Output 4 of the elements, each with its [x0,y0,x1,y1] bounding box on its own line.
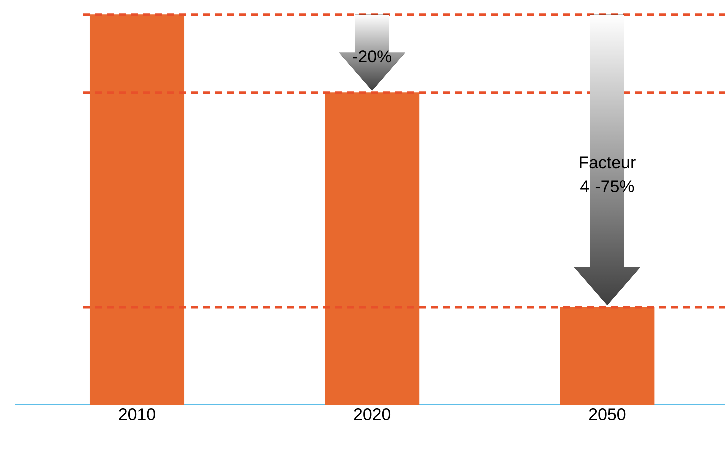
x-tick-label: 2020 [354,408,391,421]
annotation: -20% [353,50,392,63]
x-tick-label: 2050 [589,408,626,421]
x-tick-label: 2010 [119,408,156,421]
